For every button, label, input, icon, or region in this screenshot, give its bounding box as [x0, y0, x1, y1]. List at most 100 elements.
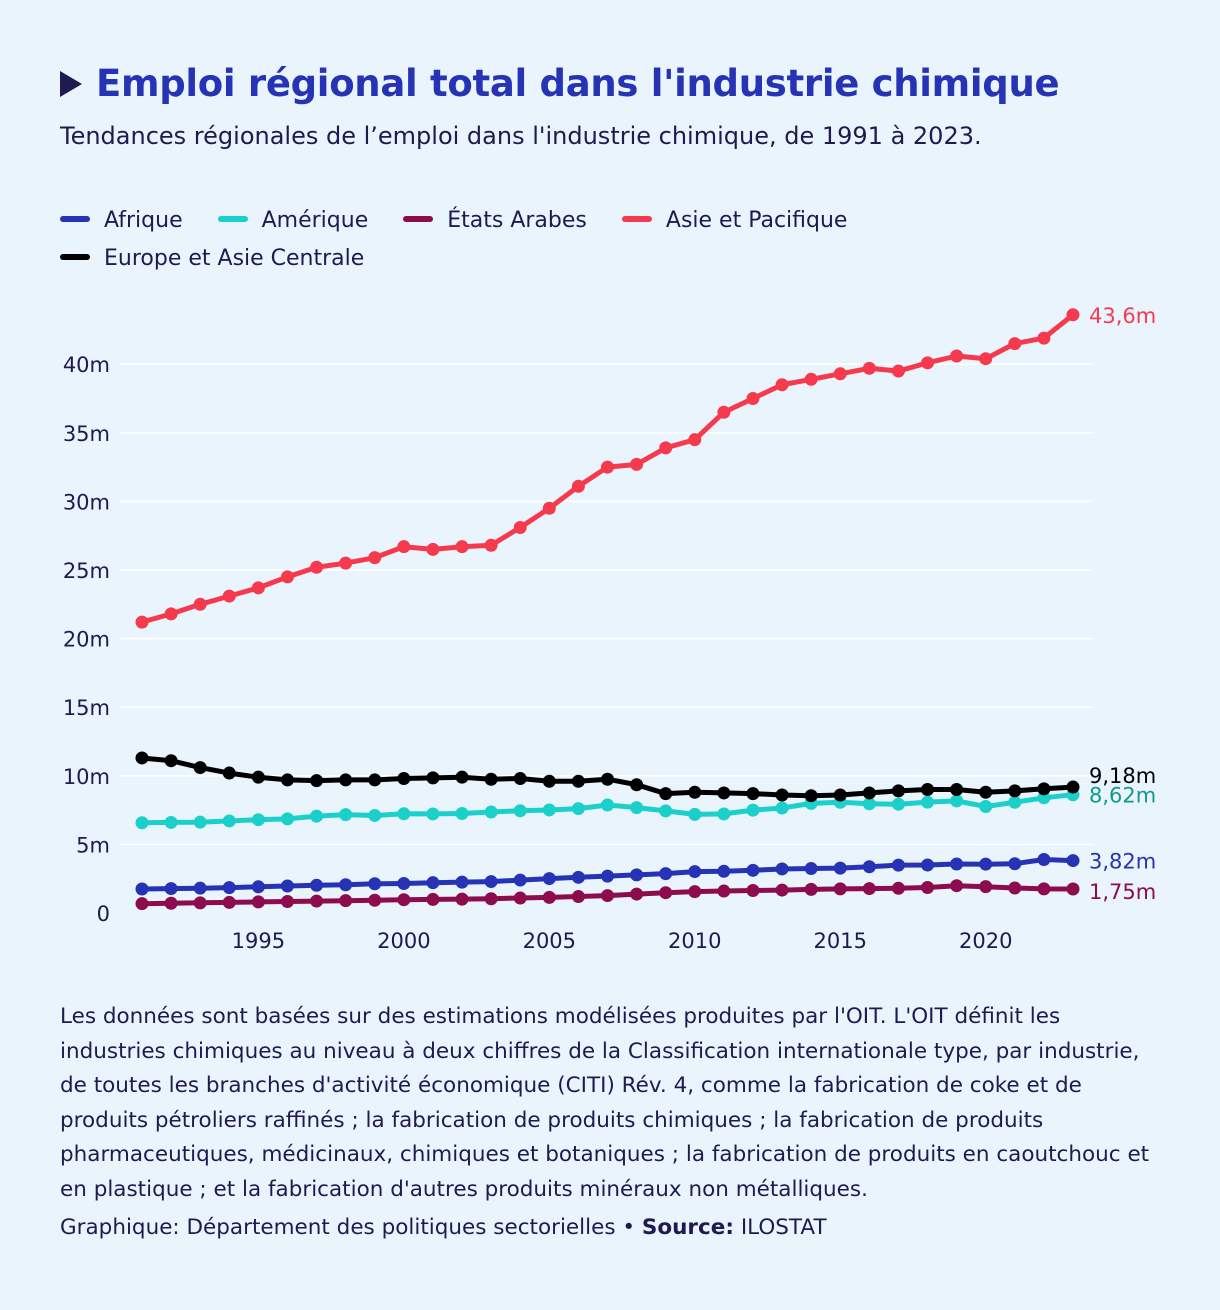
- data-point-afrique: [775, 862, 789, 876]
- data-point-afrique: [164, 882, 178, 896]
- data-point-afrique: [833, 861, 847, 875]
- data-point-asie-et-pacifique: [1037, 331, 1051, 345]
- data-point-asie-et-pacifique: [601, 460, 614, 474]
- data-point-etats-arabes: [862, 882, 876, 896]
- source-value: ILOSTAT: [740, 1215, 827, 1240]
- data-point-europe-et-asie-centrale: [164, 754, 178, 768]
- legend-item-etats-arabes: États Arabes: [403, 202, 587, 240]
- data-point-afrique: [659, 867, 673, 881]
- data-point-asie-et-pacifique: [426, 542, 440, 556]
- data-point-asie-et-pacifique: [397, 540, 411, 554]
- data-point-europe-et-asie-centrale: [339, 773, 353, 787]
- legend-label: Afrique: [104, 208, 183, 233]
- data-point-europe-et-asie-centrale: [688, 785, 702, 799]
- data-point-europe-et-asie-centrale: [193, 761, 207, 775]
- legend: Afrique Amérique États Arabes Asie et Pa…: [60, 202, 1140, 278]
- data-point-asie-et-pacifique: [746, 392, 760, 405]
- data-point-etats-arabes: [339, 894, 353, 908]
- data-point-europe-et-asie-centrale: [251, 770, 265, 784]
- title-triangle-icon: [60, 70, 82, 97]
- data-point-europe-et-asie-centrale: [513, 772, 527, 786]
- data-point-europe-et-asie-centrale: [310, 774, 324, 788]
- data-point-afrique: [688, 865, 702, 879]
- title-row: Emploi régional total dans l'industrie c…: [60, 62, 1060, 105]
- data-point-asie-et-pacifique: [891, 364, 905, 378]
- data-point-etats-arabes: [455, 892, 469, 906]
- data-point-europe-et-asie-centrale: [891, 784, 905, 798]
- legend-label: Asie et Pacifique: [665, 208, 848, 233]
- legend-label: Amérique: [261, 208, 369, 233]
- data-point-etats-arabes: [251, 895, 265, 909]
- data-point-etats-arabes: [921, 880, 935, 894]
- data-point-afrique: [135, 882, 149, 896]
- credit-line: Graphique: Département des politiques se…: [60, 1215, 827, 1240]
- data-point-europe-et-asie-centrale: [571, 774, 585, 788]
- data-point-amerique: [251, 813, 265, 827]
- data-point-europe-et-asie-centrale: [1066, 780, 1080, 794]
- data-point-afrique: [222, 881, 236, 895]
- data-point-amerique: [455, 807, 469, 821]
- data-point-asie-et-pacifique: [775, 378, 789, 392]
- data-point-amerique: [164, 815, 178, 829]
- legend-item-asie-pacifique: Asie et Pacifique: [621, 202, 848, 240]
- data-point-asie-et-pacifique: [542, 501, 556, 515]
- data-point-europe-et-asie-centrale: [397, 772, 411, 786]
- data-point-amerique: [601, 798, 614, 812]
- data-point-asie-et-pacifique: [164, 607, 178, 621]
- data-point-europe-et-asie-centrale: [542, 774, 556, 788]
- data-point-asie-et-pacifique: [862, 361, 876, 375]
- data-point-afrique: [426, 876, 440, 890]
- data-point-europe-et-asie-centrale: [921, 783, 935, 797]
- data-point-europe-et-asie-centrale: [484, 772, 498, 786]
- data-point-afrique: [251, 880, 265, 894]
- data-point-afrique: [630, 868, 644, 882]
- data-point-asie-et-pacifique: [193, 597, 207, 611]
- footnote: Les données sont basées sur des estimati…: [60, 1004, 1150, 1202]
- legend-swatch: [217, 216, 248, 222]
- data-point-etats-arabes: [659, 886, 673, 900]
- data-point-asie-et-pacifique: [630, 457, 644, 471]
- data-point-europe-et-asie-centrale: [630, 778, 644, 792]
- legend-item-europe-asie-centrale: Europe et Asie Centrale: [60, 240, 364, 278]
- legend-label: États Arabes: [447, 208, 587, 233]
- data-point-asie-et-pacifique: [833, 367, 847, 381]
- x-tick-label: 1995: [232, 929, 285, 953]
- data-point-europe-et-asie-centrale: [1037, 782, 1051, 796]
- data-point-amerique: [717, 807, 731, 821]
- data-point-europe-et-asie-centrale: [426, 771, 440, 785]
- data-point-asie-et-pacifique: [950, 349, 964, 363]
- data-point-afrique: [717, 864, 731, 878]
- data-point-asie-et-pacifique: [222, 589, 236, 603]
- data-point-amerique: [193, 815, 207, 829]
- data-point-afrique: [513, 873, 527, 887]
- data-point-amerique: [862, 797, 876, 811]
- data-point-amerique: [571, 802, 585, 816]
- data-point-asie-et-pacifique: [135, 615, 149, 629]
- data-point-europe-et-asie-centrale: [280, 773, 294, 787]
- data-point-afrique: [804, 862, 818, 876]
- data-point-etats-arabes: [193, 896, 207, 910]
- y-tick-label: 25m: [63, 559, 110, 583]
- data-point-etats-arabes: [746, 883, 760, 897]
- y-tick-label: 40m: [63, 353, 110, 377]
- data-point-asie-et-pacifique: [688, 433, 702, 447]
- data-point-asie-et-pacifique: [280, 570, 294, 584]
- data-point-afrique: [193, 881, 207, 895]
- data-point-amerique: [891, 797, 905, 811]
- data-point-etats-arabes: [542, 890, 556, 904]
- data-point-amerique: [426, 807, 440, 821]
- data-point-afrique: [921, 858, 935, 872]
- y-tick-label: 10m: [63, 765, 110, 789]
- data-point-etats-arabes: [426, 892, 440, 906]
- data-point-afrique: [542, 872, 556, 886]
- data-point-amerique: [1008, 795, 1022, 809]
- data-point-amerique: [921, 795, 935, 809]
- data-point-amerique: [630, 801, 644, 815]
- data-point-asie-et-pacifique: [484, 538, 498, 552]
- x-tick-label: 2010: [668, 929, 721, 953]
- data-point-asie-et-pacifique: [717, 405, 731, 419]
- data-point-etats-arabes: [891, 881, 905, 895]
- data-point-europe-et-asie-centrale: [1008, 784, 1022, 798]
- data-point-etats-arabes: [717, 884, 731, 898]
- data-point-etats-arabes: [1066, 882, 1080, 896]
